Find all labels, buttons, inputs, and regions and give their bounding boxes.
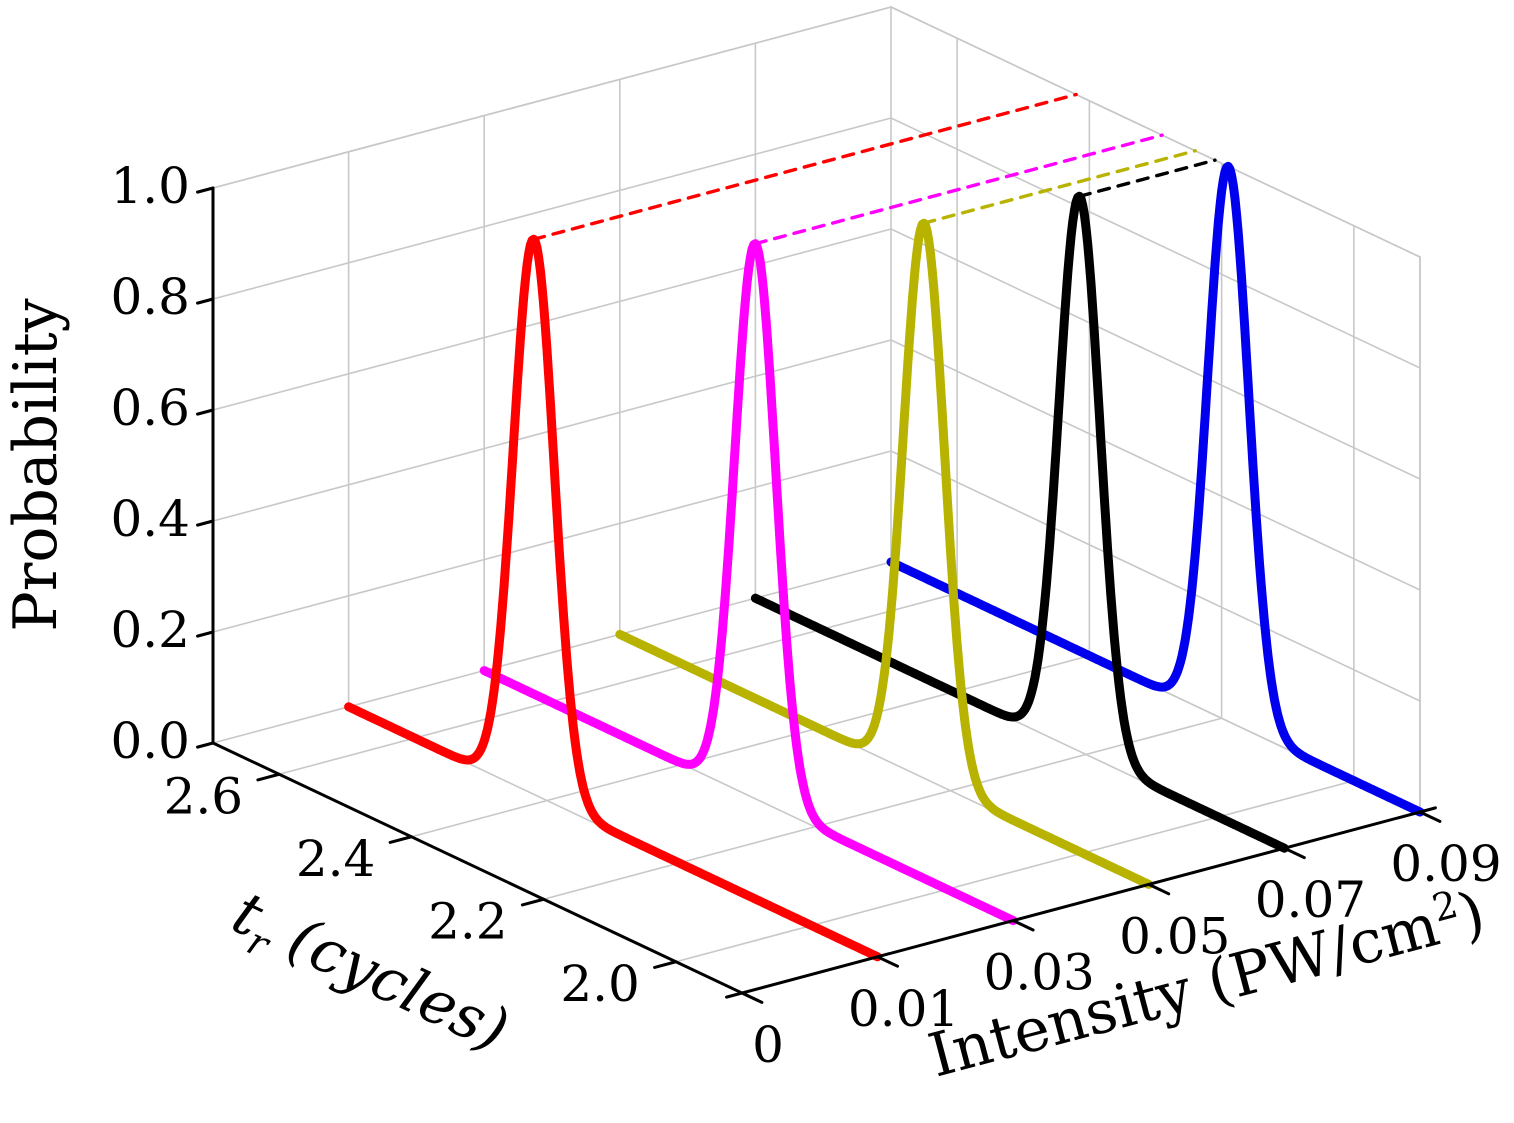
z-axis-tick xyxy=(196,630,215,638)
probability-curves xyxy=(344,161,1425,962)
intensity-tick-label: 0.01 xyxy=(848,980,959,1038)
tr-axis-tick xyxy=(520,897,546,907)
grid-rightwall-z xyxy=(890,450,1421,702)
tr-axis-tick xyxy=(388,835,413,844)
curve-0.01 xyxy=(344,234,883,962)
axes: 0.0 0.2 0.4 0.6 0.8 1.0 2.6 2.4 2.2 2.0 0 0.01 0.03 0… xyxy=(110,157,1501,1074)
grid-floor-tr xyxy=(410,654,1091,838)
grid-leftwall-z xyxy=(212,117,892,300)
intensity-axis-line xyxy=(725,806,1437,999)
z-axis-tick xyxy=(196,408,215,416)
box-edge-top-right xyxy=(890,6,1421,258)
tr-axis-tick xyxy=(256,772,281,782)
curve-0.07 xyxy=(750,191,1289,853)
tr-tick-label: 2.4 xyxy=(296,830,376,888)
curve-0.05 xyxy=(615,218,1154,889)
z-tick-label: 0.2 xyxy=(110,601,190,659)
intensity-axis-tick xyxy=(876,955,899,968)
peak-projection-0.05 xyxy=(922,149,1197,225)
grid-floor-tr xyxy=(675,779,1355,963)
intensity-axis-tick xyxy=(1418,810,1442,823)
tr-tick-label: 2.6 xyxy=(164,767,244,825)
tr-axis-line xyxy=(211,741,760,1003)
curve-0.09 xyxy=(886,161,1425,817)
grid-floor-tr xyxy=(542,717,1223,901)
intensity-axis-tick xyxy=(1282,846,1306,860)
intensity-tick-label: 0.03 xyxy=(984,944,1095,1002)
box-edge-top-left xyxy=(212,6,892,189)
z-tick-label: 1.0 xyxy=(110,157,190,215)
z-tick-label: 0.0 xyxy=(110,712,190,770)
peak-projection-0.01 xyxy=(532,92,1078,242)
tr-tick-label: 2.0 xyxy=(560,955,640,1013)
z-axis-tick xyxy=(196,186,215,194)
grid-floor-tr xyxy=(278,592,958,776)
tr-tick-label: 2.2 xyxy=(428,892,508,950)
intensity-tick-label: 0.05 xyxy=(1119,907,1230,965)
grid-rightwall-z xyxy=(890,339,1421,591)
grid-rightwall-z xyxy=(890,117,1421,369)
peak-projection-0.03 xyxy=(753,133,1164,246)
intensity-axis-tick xyxy=(1011,919,1035,932)
z-axis-tick xyxy=(196,519,215,527)
peak-projection-lines xyxy=(532,92,1217,246)
grid-leftwall-z xyxy=(212,228,892,411)
intensity-axis-tick xyxy=(740,991,764,1004)
tr-axis-tick xyxy=(653,960,678,969)
z-axis-tick xyxy=(196,297,215,305)
z-axis-title: Probability xyxy=(1,298,71,631)
z-tick-label: 0.6 xyxy=(110,379,190,437)
z-tick-label: 0.8 xyxy=(110,268,190,326)
intensity-axis-tick xyxy=(1147,882,1171,896)
intensity-tick-label: 0 xyxy=(752,1016,784,1074)
z-tick-label: 0.4 xyxy=(110,490,190,548)
z-axis-tick xyxy=(196,741,215,749)
peak-projection-0.07 xyxy=(1077,158,1217,199)
grid-leftwall-z xyxy=(212,561,892,744)
intensity-tick-label: 0.07 xyxy=(1255,871,1366,929)
grid-lines xyxy=(212,6,1421,994)
grid-rightwall-z xyxy=(890,228,1421,480)
intensity-tick-label: 0.09 xyxy=(1390,835,1501,893)
